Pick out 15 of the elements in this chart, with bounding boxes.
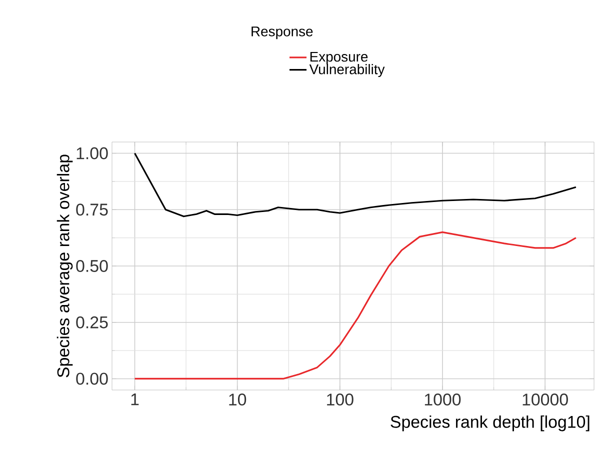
y-tick-label: 0.75 bbox=[76, 204, 108, 216]
y-tick-label: 0.50 bbox=[76, 260, 108, 272]
y-tick-label: 1.00 bbox=[76, 147, 108, 160]
x-tick-label: 100 bbox=[327, 394, 354, 406]
x-tick-label: 10 bbox=[229, 394, 246, 406]
y-tick-label: 0.00 bbox=[76, 372, 108, 385]
x-tick-label: 1 bbox=[131, 394, 139, 406]
x-tick-label: 1000 bbox=[424, 394, 461, 406]
x-axis-title: Species rank depth [log10] bbox=[390, 415, 590, 432]
legend-label: Vulnerability bbox=[309, 64, 385, 78]
legend-title: Response bbox=[252, 26, 313, 40]
y-tick-label: 0.25 bbox=[76, 316, 108, 328]
y-axis-title: Species average rank overlap bbox=[56, 154, 73, 378]
legend-label: Exposure bbox=[310, 52, 368, 64]
x-tick-label: 10000 bbox=[522, 394, 568, 406]
